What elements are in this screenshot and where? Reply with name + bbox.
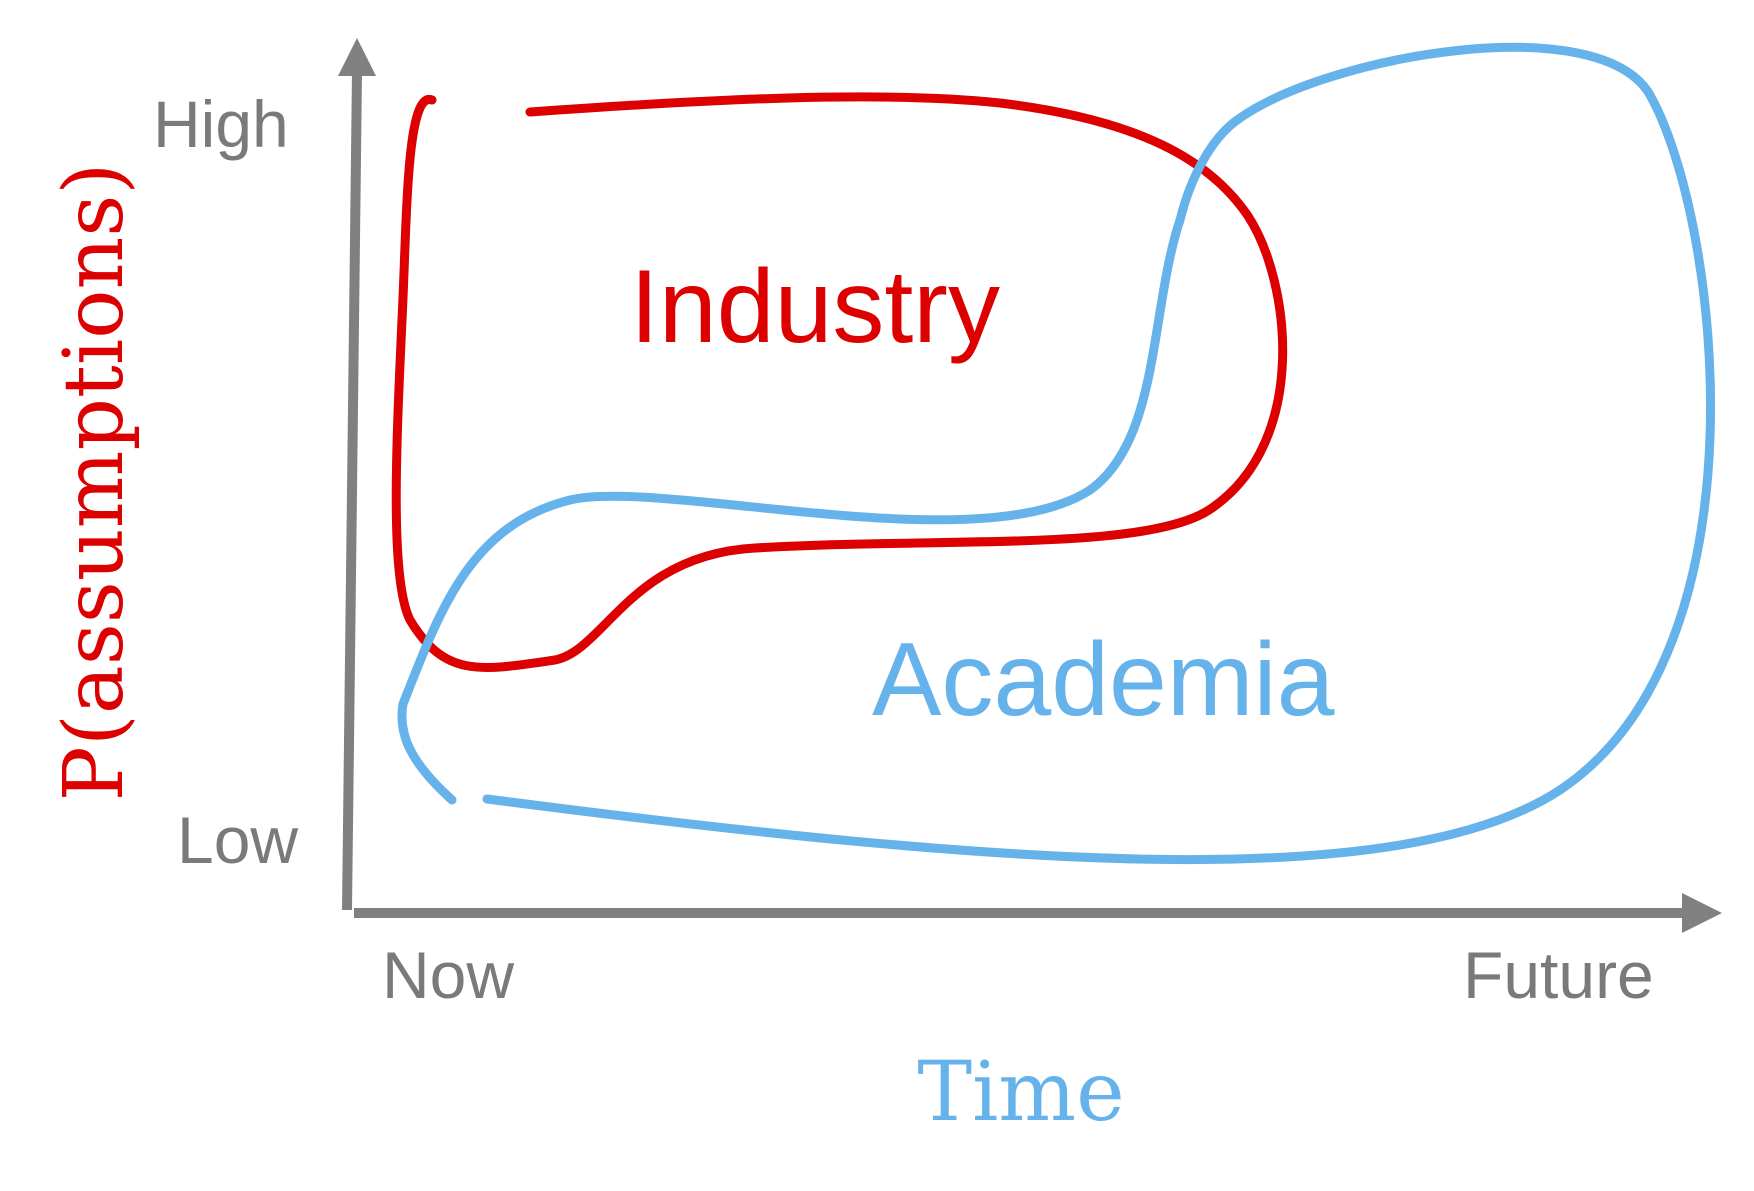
x-future-label: Future: [1463, 938, 1654, 1012]
x-now-label: Now: [382, 938, 514, 1012]
x-axis-title: Time: [917, 1045, 1124, 1140]
x-axis-arrowhead: [1682, 893, 1722, 933]
y-axis-title: P(assumptions): [47, 163, 142, 802]
y-low-label: Low: [177, 803, 298, 877]
industry-label: Industry: [630, 249, 1000, 365]
y-axis-arrowhead: [338, 38, 376, 76]
academia-label: Academia: [872, 622, 1335, 738]
industry-curve: [391, 92, 1288, 672]
y-axis-line: [342, 71, 362, 911]
y-high-label: High: [153, 87, 289, 161]
academia-curve: [397, 42, 1715, 865]
